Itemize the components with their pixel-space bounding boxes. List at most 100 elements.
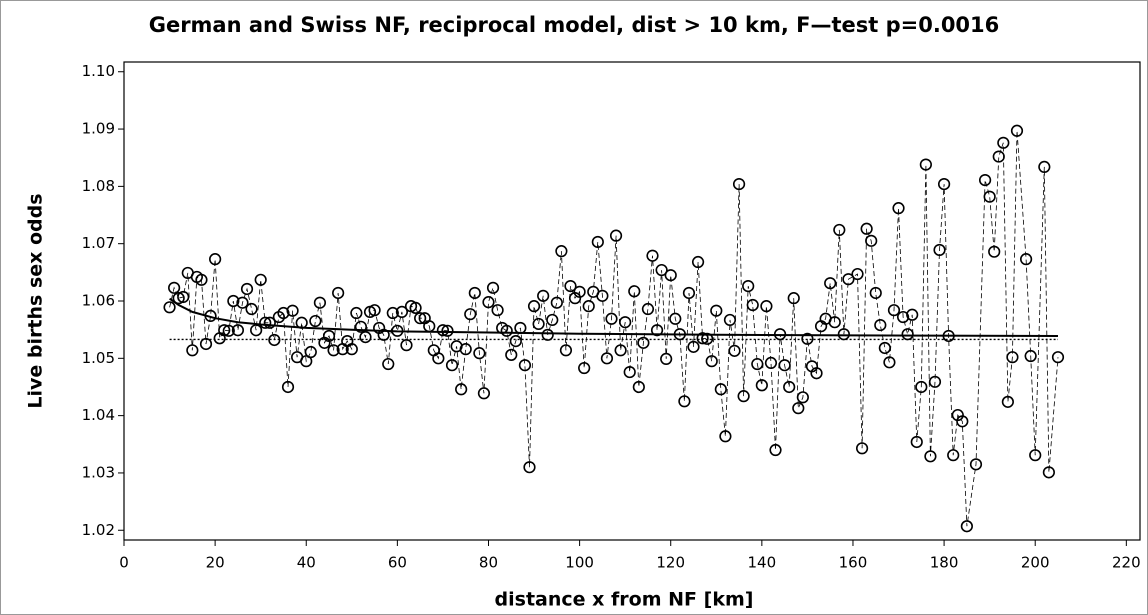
data-point [464, 308, 477, 321]
data-point [637, 336, 650, 349]
data-point [541, 328, 554, 341]
data-point [609, 229, 623, 242]
data-point [919, 158, 932, 171]
data-point [960, 520, 973, 533]
data-point [619, 316, 632, 329]
data-point [969, 458, 983, 471]
data-point [705, 355, 718, 368]
data-point [933, 243, 946, 257]
data-point [596, 289, 609, 302]
data-point [199, 337, 213, 351]
data-point [655, 263, 668, 277]
x-tick-label: 60 [388, 554, 407, 572]
data-point [195, 273, 208, 286]
data-point [354, 320, 368, 333]
x-tick-label: 160 [839, 554, 868, 572]
data-point [240, 282, 254, 296]
x-tick-label: 200 [1021, 554, 1050, 572]
data-point [842, 273, 855, 286]
data-point [751, 357, 764, 371]
data-point [309, 314, 322, 328]
data-point [924, 450, 937, 463]
data-point [723, 313, 737, 327]
data-point [277, 306, 290, 320]
data-point [732, 177, 746, 191]
data-point [473, 347, 486, 360]
data-point [500, 324, 513, 337]
y-axis-label: Live births sex odds [25, 193, 47, 408]
data-point [1019, 253, 1033, 266]
data-point [382, 357, 395, 371]
data-point [486, 281, 500, 294]
data-point [304, 345, 317, 359]
data-point [231, 324, 245, 337]
x-tick-label: 80 [479, 554, 498, 572]
data-point [687, 340, 700, 353]
data-point [714, 383, 727, 396]
data-point [769, 443, 782, 457]
data-point [983, 190, 996, 203]
data-point [259, 316, 272, 329]
x-tick-label: 0 [119, 554, 129, 572]
data-point [222, 324, 235, 337]
data-point [696, 332, 709, 345]
data-point [992, 150, 1005, 163]
data-point [682, 286, 696, 300]
data-point [573, 285, 586, 298]
data-point [860, 222, 873, 235]
data-point [359, 331, 372, 344]
data-point [833, 223, 846, 237]
data-point [600, 352, 614, 365]
data-point [988, 245, 1001, 258]
data-point [901, 328, 914, 341]
data-point [345, 343, 358, 356]
data-point [368, 304, 381, 317]
data-point [764, 356, 778, 369]
data-point [646, 249, 659, 262]
data-point [546, 313, 559, 327]
data-point [414, 312, 427, 325]
data-point [523, 461, 536, 474]
data-point [477, 387, 491, 400]
x-tick-label: 220 [1112, 554, 1141, 572]
data-point [760, 300, 773, 313]
y-tick-label: 1.02 [82, 521, 115, 539]
data-point [386, 306, 399, 320]
data-point [650, 324, 664, 337]
data-point [555, 245, 568, 258]
data-point [1051, 351, 1065, 364]
data-point [332, 286, 345, 300]
data-point [956, 415, 969, 428]
data-point [1024, 349, 1037, 363]
data-point [669, 312, 682, 325]
y-tick-label: 1.04 [82, 406, 115, 424]
data-point [286, 304, 299, 317]
data-point [509, 335, 522, 348]
data-point [218, 324, 231, 337]
data-point [578, 361, 591, 375]
data-point [582, 300, 595, 313]
data-point [1038, 160, 1051, 173]
data-point [878, 341, 891, 355]
y-tick-label: 1.05 [82, 349, 115, 367]
data-point [828, 316, 841, 329]
data-point [209, 253, 222, 266]
data-point [887, 304, 901, 317]
data-point [168, 281, 181, 294]
data-point [632, 380, 645, 394]
data-point [445, 359, 459, 372]
data-point [186, 344, 199, 357]
data-point [810, 367, 823, 380]
x-tick-label: 140 [748, 554, 777, 572]
chart-title: German and Swiss NF, reciprocal model, d… [149, 13, 1000, 37]
data-point [691, 255, 705, 269]
data-point [163, 301, 176, 314]
data-point [778, 359, 791, 372]
data-point [1042, 466, 1055, 479]
data-point [409, 301, 422, 314]
data-point [937, 177, 951, 191]
data-point [915, 380, 928, 394]
data-point [824, 277, 837, 290]
data-point [614, 344, 627, 357]
